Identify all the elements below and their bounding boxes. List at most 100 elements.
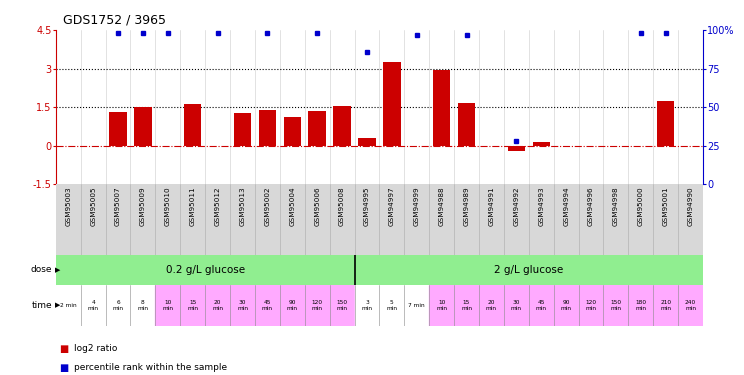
Bar bbox=[657, 100, 675, 146]
Text: 120
min: 120 min bbox=[586, 300, 597, 311]
Text: 90
min: 90 min bbox=[561, 300, 571, 311]
Text: GSM95008: GSM95008 bbox=[339, 186, 345, 226]
Bar bbox=[309, 111, 326, 146]
Bar bbox=[184, 105, 202, 146]
Text: 4
min: 4 min bbox=[88, 300, 99, 311]
Bar bbox=[433, 70, 450, 146]
Bar bbox=[359, 138, 376, 146]
Bar bbox=[283, 117, 301, 146]
Text: 150
min: 150 min bbox=[610, 300, 621, 311]
Text: GSM95001: GSM95001 bbox=[663, 186, 669, 226]
Text: 20
min: 20 min bbox=[212, 300, 223, 311]
Text: GSM94992: GSM94992 bbox=[513, 186, 519, 226]
Text: GSM94996: GSM94996 bbox=[588, 186, 594, 226]
Text: 20
min: 20 min bbox=[486, 300, 497, 311]
Text: 45
min: 45 min bbox=[536, 300, 547, 311]
Text: 45
min: 45 min bbox=[262, 300, 273, 311]
Text: 10
min: 10 min bbox=[436, 300, 447, 311]
Text: GSM95012: GSM95012 bbox=[214, 186, 221, 226]
Text: GSM94998: GSM94998 bbox=[613, 186, 619, 226]
Bar bbox=[56, 285, 80, 326]
Bar bbox=[454, 285, 479, 326]
Text: percentile rank within the sample: percentile rank within the sample bbox=[74, 363, 228, 372]
Text: GSM95000: GSM95000 bbox=[638, 186, 644, 226]
Text: 90
min: 90 min bbox=[286, 300, 298, 311]
Text: 2 g/L glucose: 2 g/L glucose bbox=[494, 265, 563, 275]
Bar bbox=[653, 285, 679, 326]
Text: 2 min: 2 min bbox=[60, 303, 77, 308]
Text: 30
min: 30 min bbox=[511, 300, 522, 311]
Text: 5
min: 5 min bbox=[386, 300, 397, 311]
Bar bbox=[603, 285, 629, 326]
Bar bbox=[333, 106, 351, 146]
Bar bbox=[679, 285, 703, 326]
Text: GSM95005: GSM95005 bbox=[90, 186, 96, 226]
Bar bbox=[280, 285, 305, 326]
Bar bbox=[404, 285, 429, 326]
Bar bbox=[379, 285, 404, 326]
Bar bbox=[554, 285, 579, 326]
Text: ■: ■ bbox=[60, 363, 68, 372]
Bar bbox=[56, 255, 355, 285]
Text: GDS1752 / 3965: GDS1752 / 3965 bbox=[63, 13, 166, 26]
Bar bbox=[80, 285, 106, 326]
Bar bbox=[629, 285, 653, 326]
Bar bbox=[533, 142, 550, 146]
Bar bbox=[180, 285, 205, 326]
Text: time: time bbox=[31, 301, 52, 310]
Bar bbox=[130, 285, 155, 326]
Text: 6
min: 6 min bbox=[112, 300, 124, 311]
Bar bbox=[330, 285, 355, 326]
Bar bbox=[106, 285, 130, 326]
Bar bbox=[234, 114, 251, 146]
Bar bbox=[507, 146, 525, 151]
Text: GSM94995: GSM94995 bbox=[364, 186, 370, 226]
Bar bbox=[355, 255, 703, 285]
Text: 8
min: 8 min bbox=[138, 300, 149, 311]
Bar bbox=[579, 285, 603, 326]
Bar bbox=[155, 285, 180, 326]
Text: GSM95002: GSM95002 bbox=[264, 186, 270, 226]
Text: GSM95010: GSM95010 bbox=[165, 186, 171, 226]
Text: 120
min: 120 min bbox=[312, 300, 323, 311]
Bar bbox=[504, 285, 529, 326]
Text: dose: dose bbox=[31, 266, 52, 274]
Text: 15
min: 15 min bbox=[187, 300, 198, 311]
Bar bbox=[479, 285, 504, 326]
Text: 7 min: 7 min bbox=[408, 303, 425, 308]
Text: GSM94994: GSM94994 bbox=[563, 186, 569, 226]
Text: 15
min: 15 min bbox=[461, 300, 472, 311]
Bar bbox=[383, 62, 400, 146]
Text: GSM95013: GSM95013 bbox=[240, 186, 246, 226]
Text: GSM94991: GSM94991 bbox=[489, 186, 495, 226]
Text: ■: ■ bbox=[60, 344, 68, 354]
Bar bbox=[205, 285, 230, 326]
Bar bbox=[355, 285, 379, 326]
Text: GSM95009: GSM95009 bbox=[140, 186, 146, 226]
Text: GSM95006: GSM95006 bbox=[314, 186, 320, 226]
Text: GSM94999: GSM94999 bbox=[414, 186, 420, 226]
Bar bbox=[255, 285, 280, 326]
Text: GSM95004: GSM95004 bbox=[289, 186, 295, 226]
Bar bbox=[305, 285, 330, 326]
Text: GSM94989: GSM94989 bbox=[464, 186, 469, 226]
Bar bbox=[429, 285, 454, 326]
Bar bbox=[109, 112, 126, 146]
Bar bbox=[458, 103, 475, 146]
Text: 3
min: 3 min bbox=[362, 300, 373, 311]
Text: GSM94993: GSM94993 bbox=[538, 186, 545, 226]
Text: 210
min: 210 min bbox=[660, 300, 671, 311]
Text: ▶: ▶ bbox=[55, 267, 60, 273]
Text: GSM94988: GSM94988 bbox=[439, 186, 445, 226]
Bar bbox=[230, 285, 255, 326]
Text: 10
min: 10 min bbox=[162, 300, 173, 311]
Text: GSM94990: GSM94990 bbox=[687, 186, 693, 226]
Bar bbox=[134, 107, 152, 146]
Text: 240
min: 240 min bbox=[685, 300, 696, 311]
Text: 30
min: 30 min bbox=[237, 300, 248, 311]
Text: GSM95003: GSM95003 bbox=[65, 186, 71, 226]
Bar bbox=[259, 110, 276, 146]
Text: log2 ratio: log2 ratio bbox=[74, 344, 118, 353]
Text: GSM95011: GSM95011 bbox=[190, 186, 196, 226]
Text: GSM94997: GSM94997 bbox=[389, 186, 395, 226]
